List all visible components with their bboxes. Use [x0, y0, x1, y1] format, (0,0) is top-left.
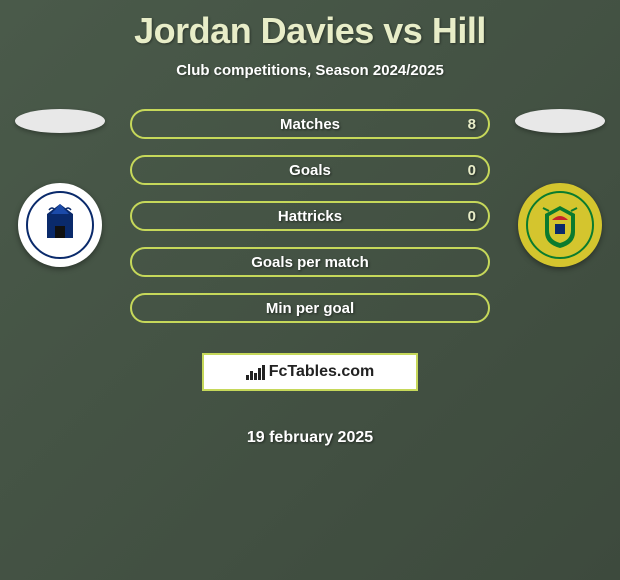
crest-right-icon	[525, 190, 595, 260]
stat-label: Hattricks	[278, 208, 342, 225]
bar-chart-icon	[246, 364, 265, 380]
brand-text: FcTables.com	[269, 363, 375, 381]
stat-label: Matches	[280, 116, 340, 133]
club-badge-left	[18, 183, 102, 267]
player-flag-right	[515, 109, 605, 133]
stat-label: Goals per match	[251, 254, 369, 271]
crest-left-icon	[25, 190, 95, 260]
brand-box[interactable]: FcTables.com	[202, 353, 418, 391]
stat-value-right: 8	[468, 116, 476, 133]
player-flag-left	[15, 109, 105, 133]
subtitle: Club competitions, Season 2024/2025	[176, 62, 444, 79]
stat-label: Min per goal	[266, 300, 354, 317]
stat-value-right: 0	[468, 162, 476, 179]
stat-bar-min-per-goal: Min per goal	[130, 293, 490, 323]
comparison-card: Jordan Davies vs Hill Club competitions,…	[0, 0, 620, 447]
stat-bar-goals-per-match: Goals per match	[130, 247, 490, 277]
left-player-col	[10, 109, 110, 267]
stat-bar-hattricks: Hattricks 0	[130, 201, 490, 231]
stats-column: Matches 8 Goals 0 Hattricks 0 Goals per …	[110, 109, 510, 447]
content-row: Matches 8 Goals 0 Hattricks 0 Goals per …	[0, 109, 620, 447]
club-badge-right	[518, 183, 602, 267]
right-player-col	[510, 109, 610, 267]
page-title: Jordan Davies vs Hill	[134, 10, 486, 52]
stat-label: Goals	[289, 162, 331, 179]
stat-bar-goals: Goals 0	[130, 155, 490, 185]
stat-bar-matches: Matches 8	[130, 109, 490, 139]
date-text: 19 february 2025	[130, 429, 490, 447]
stat-value-right: 0	[468, 208, 476, 225]
